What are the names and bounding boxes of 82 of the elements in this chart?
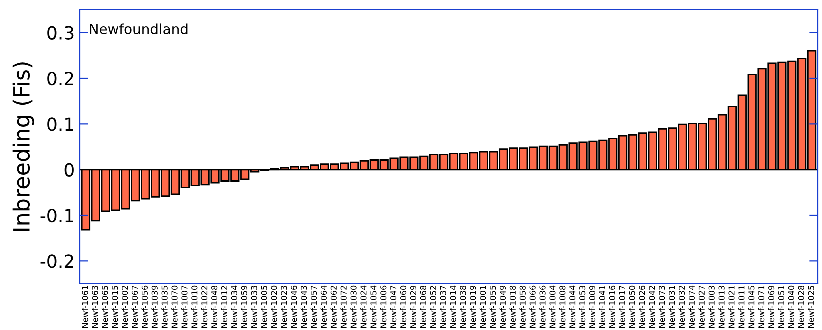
x-tick-label: Newf-1049: [500, 286, 506, 328]
x-tick-label: Newf-1017: [619, 286, 626, 328]
x-tick-label: Newf-1026: [639, 286, 646, 328]
x-tick-label: Newf-1037: [440, 286, 446, 328]
x-tick-label: Newf-1014: [450, 286, 456, 328]
y-tick-label: 0.2: [48, 72, 74, 86]
x-tick-label: Newf-1061: [82, 286, 88, 328]
x-tick-label: Newf-1002: [122, 286, 128, 328]
x-tick-label: Newf-1008: [559, 286, 566, 328]
x-tick-label: Newf-1068: [420, 286, 426, 328]
x-tick-label: Newf-1062: [330, 286, 337, 328]
x-tick-label: Newf-1059: [241, 286, 248, 328]
x-tick-label: Newf-1058: [520, 286, 526, 328]
x-tick-label: Newf-1012: [221, 286, 228, 328]
x-tick-label: Newf-1004: [550, 286, 556, 328]
x-tick-label: Newf-1070: [172, 286, 178, 328]
x-tick-label: Newf-1016: [609, 286, 616, 328]
x-tick-label: Newf-1027: [698, 286, 705, 328]
x-tick-label: Newf-1055: [490, 286, 496, 328]
x-tick-label: Newf-1038: [460, 286, 466, 328]
x-tick-label: Newf-1034: [231, 286, 238, 328]
x-tick-label: Newf-1032: [678, 286, 686, 328]
x-tick-label: Newf-1010: [191, 286, 198, 328]
y-tick-label: 0: [64, 163, 74, 177]
x-tick-label: Newf-1072: [340, 286, 347, 328]
x-tick-label: Newf-1046: [290, 286, 298, 328]
x-tick-label: Newf-1045: [748, 286, 755, 328]
x-tick-label: Newf-1074: [688, 286, 696, 328]
x-tick-label: Newf-1020: [271, 286, 278, 328]
x-tick-label: Newf-1001: [480, 286, 486, 328]
x-tick-label: Newf-1028: [798, 286, 804, 328]
x-tick-label: Newf-1054: [370, 286, 377, 328]
x-tick-label: Newf-1052: [430, 286, 436, 328]
x-tick-label: Newf-1021: [728, 286, 735, 328]
x-tick-label: Newf-1066: [530, 286, 536, 328]
x-tick-label: Newf-1013: [718, 286, 725, 328]
x-tick-label: Newf-1024: [360, 286, 367, 328]
x-tick-label: Newf-1019: [470, 286, 476, 328]
x-tick-label: Newf-1064: [320, 286, 328, 328]
x-tick-label: Newf-1069: [768, 286, 775, 328]
x-tick-label: Newf-1025: [808, 286, 814, 328]
x-tick-label: Newf-1067: [132, 286, 138, 328]
y-tick-label: -0.2: [40, 254, 74, 268]
x-tick-label: Newf-1053: [579, 286, 586, 328]
x-tick-label: Newf-1040: [788, 286, 794, 328]
x-tick-label: Newf-1018: [510, 286, 516, 328]
x-tick-label: Newf-1051: [778, 286, 785, 328]
y-tick-label: -0.1: [40, 208, 74, 223]
y-axis-title: Inbreeding (Fis): [12, 62, 34, 232]
y-tick-label: 0.3: [48, 26, 74, 40]
x-tick-label: Newf-1003: [708, 286, 715, 328]
x-tick-label: Newf-1029: [410, 286, 417, 328]
x-tick-label: Newf-1056: [142, 286, 148, 328]
x-tick-label: Newf-1009: [589, 286, 596, 328]
x-tick-label: Newf-1011: [738, 286, 745, 328]
x-tick-label: Newf-1023: [280, 286, 288, 328]
x-tick-label: Newf-1022: [201, 286, 208, 328]
x-tick-label: Newf-1015: [112, 286, 118, 328]
x-tick-label: Newf-1063: [92, 286, 98, 328]
x-tick-label: Newf-1031: [668, 286, 676, 328]
x-tick-label: Newf-1041: [599, 286, 606, 328]
x-tick-label: Newf-1057: [310, 286, 318, 328]
x-tick-label: Newf-1043: [300, 286, 308, 328]
x-tick-label: Newf-1036: [540, 286, 546, 328]
x-tick-label: Newf-1006: [380, 286, 387, 328]
annotation: Newfoundland: [90, 24, 188, 34]
x-tick-label: Newf-1039: [152, 286, 158, 328]
x-tick-label: Newf-1030: [350, 286, 357, 328]
x-tick-label: Newf-1044: [569, 286, 576, 328]
x-tick-label: Newf-1050: [629, 286, 636, 328]
x-tick-label: Newf-1065: [102, 286, 108, 328]
x-tick-label: Newf-1035: [162, 286, 168, 328]
x-tick-label: Newf-1048: [211, 286, 218, 328]
x-tick-label: Newf-1042: [648, 286, 656, 328]
x-tick-label: Newf-1005: [261, 286, 268, 328]
x-tick-label: Newf-1060: [400, 286, 407, 328]
x-tick-label: Newf-1007: [182, 286, 188, 328]
y-tick-label: 0.1: [48, 118, 74, 132]
x-tick-label: Newf-1033: [251, 286, 258, 328]
x-tick-label: Newf-1073: [658, 286, 666, 328]
x-tick-label: Newf-1047: [390, 286, 397, 328]
x-tick-label: Newf-1071: [758, 286, 765, 328]
